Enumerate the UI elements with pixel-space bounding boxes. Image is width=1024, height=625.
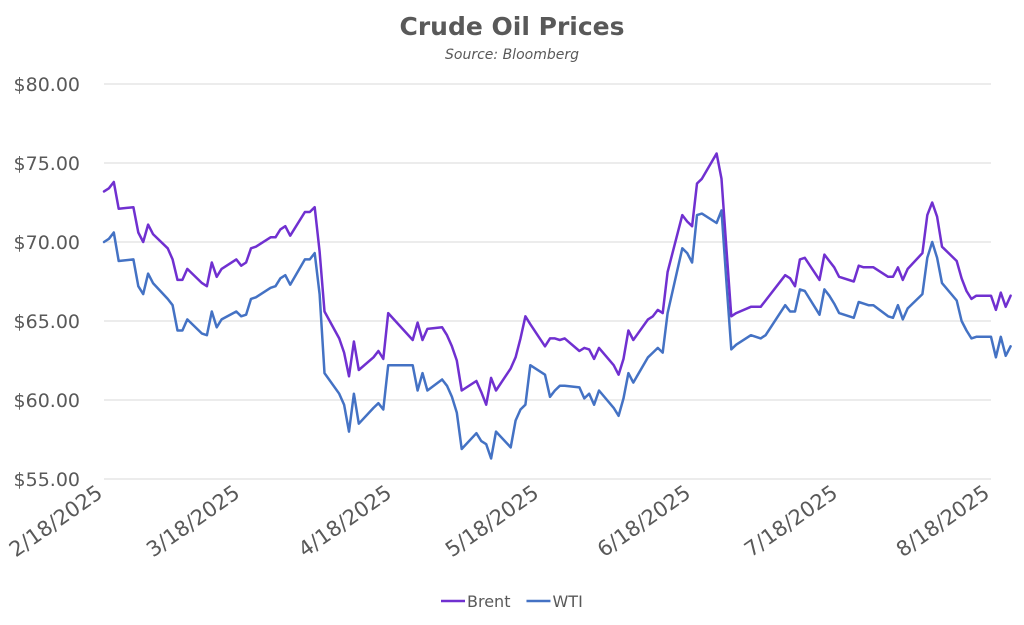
x-tick-label: 6/18/2025 xyxy=(593,480,695,561)
x-tick-label: 4/18/2025 xyxy=(294,480,396,561)
chart-subtitle: Source: Bloomberg xyxy=(445,47,579,63)
y-tick-label: $65.00 xyxy=(14,311,80,333)
legend-label-brent: Brent xyxy=(467,592,510,611)
y-axis: $55.00 $60.00 $65.00 $70.00 $75.00 $80.00 xyxy=(14,74,80,491)
y-tick-label: $80.00 xyxy=(14,74,80,96)
x-tick-label: 2/18/2025 xyxy=(5,480,107,561)
series-line-brent xyxy=(102,152,1012,406)
chart-title: Crude Oil Prices xyxy=(400,12,625,41)
y-tick-label: $60.00 xyxy=(14,390,80,412)
x-tick-label: 5/18/2025 xyxy=(441,480,543,561)
y-tick-label: $70.00 xyxy=(14,232,80,254)
gridlines xyxy=(104,83,991,480)
legend-label-wti: WTI xyxy=(552,592,582,611)
x-tick-label: 7/18/2025 xyxy=(740,480,842,561)
x-axis: 2/18/2025 3/18/2025 4/18/2025 5/18/2025 6/18… xyxy=(5,480,994,561)
series-line-wti xyxy=(102,209,1012,460)
series-lines xyxy=(102,152,1012,460)
y-tick-label: $75.00 xyxy=(14,153,80,175)
x-tick-label: 3/18/2025 xyxy=(142,480,244,561)
legend: Brent WTI xyxy=(441,592,583,611)
x-tick-label: 8/18/2025 xyxy=(892,480,994,561)
y-tick-label: $55.00 xyxy=(14,469,80,491)
